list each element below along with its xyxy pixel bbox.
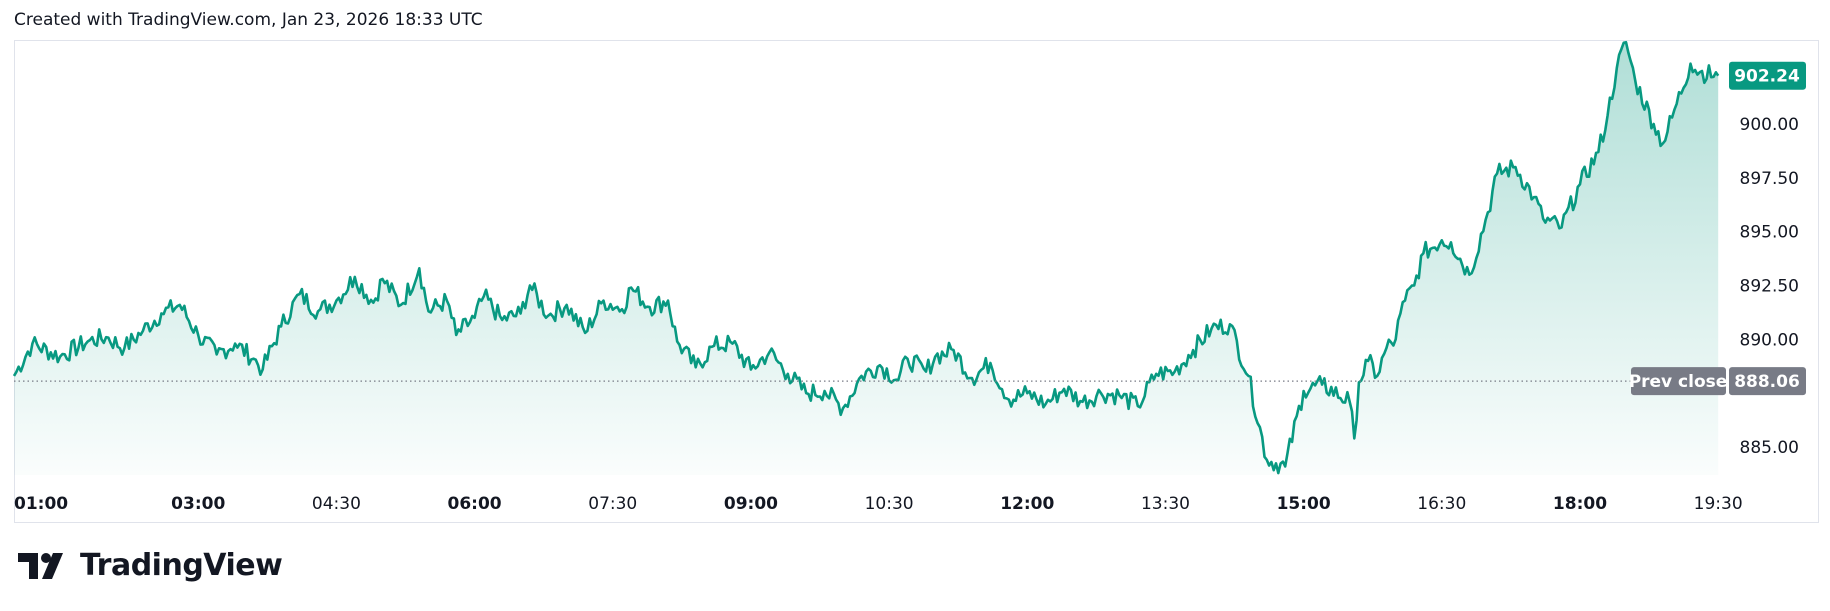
y-tick-label: 900.00 <box>1740 115 1799 135</box>
chart-frame[interactable] <box>14 40 1819 523</box>
area-layer <box>14 42 1719 475</box>
prev-close-label: Prev close <box>1629 372 1728 392</box>
y-axis: 900.00 897.50 895.00 892.50 890.00 885.00 <box>1740 115 1799 458</box>
y-tick-label: 897.50 <box>1740 169 1799 189</box>
x-tick-label: 04:30 <box>312 494 361 514</box>
prev-close-value-badge <box>1729 367 1806 396</box>
last-price-value: 902.24 <box>1734 67 1800 87</box>
x-tick-label: 19:30 <box>1694 494 1743 514</box>
x-tick-label: 03:00 <box>171 494 225 514</box>
tradingview-logo-icon <box>18 552 63 579</box>
tradingview-logo-text: TradingView <box>80 548 283 583</box>
y-tick-label: 890.00 <box>1740 330 1799 350</box>
x-tick-label: 10:30 <box>865 494 914 514</box>
y-tick-label: 892.50 <box>1740 276 1799 296</box>
x-tick-label: 09:00 <box>724 494 778 514</box>
price-line[interactable] <box>12 40 1720 475</box>
x-tick-label: 01:00 <box>14 494 68 514</box>
x-tick-label: 18:00 <box>1553 494 1607 514</box>
y-tick-label: 895.00 <box>1740 223 1799 243</box>
created-with-text: Created with TradingView.com, Jan 23, 20… <box>14 10 483 30</box>
x-tick-label: 06:00 <box>448 494 502 514</box>
line-layer <box>12 40 1720 475</box>
prev-close-label-badge <box>1631 367 1726 396</box>
last-price-badge <box>1729 61 1806 90</box>
x-tick-label: 15:00 <box>1277 494 1331 514</box>
x-tick-label: 16:30 <box>1417 494 1466 514</box>
price-area-fill <box>14 42 1719 475</box>
x-tick-label: 07:30 <box>588 494 637 514</box>
badges: 902.24 Prev close 888.06 <box>1629 61 1806 396</box>
prev-close-value: 888.06 <box>1734 372 1800 392</box>
tradingview-logo[interactable]: TradingView <box>18 548 283 583</box>
x-axis: 01:00 03:00 04:30 06:00 07:30 09:00 10:30 12:00… <box>14 494 1743 514</box>
y-tick-label: 885.00 <box>1740 438 1799 458</box>
x-tick-label: 13:30 <box>1141 494 1190 514</box>
x-tick-label: 12:00 <box>1000 494 1054 514</box>
